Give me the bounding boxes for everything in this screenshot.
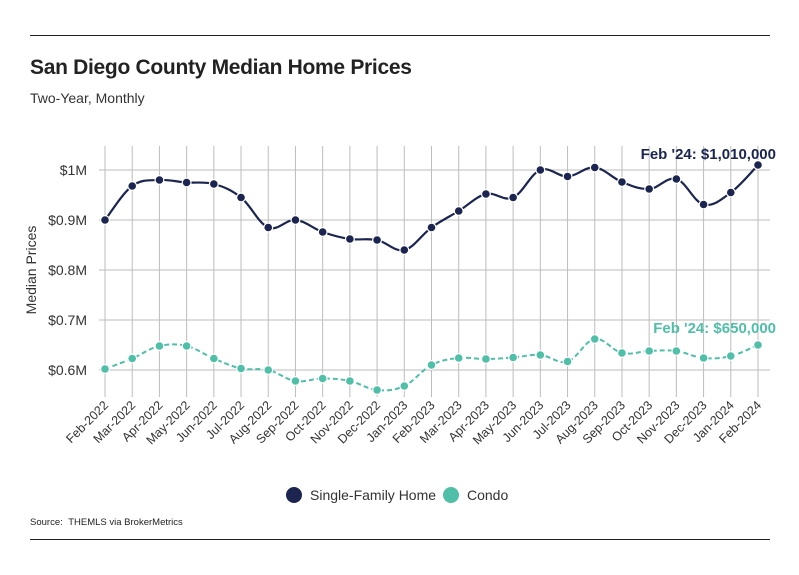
grid-lines [99, 146, 770, 397]
labels: Feb '24: $1,010,000 Feb '24: $650,000 [641, 146, 776, 337]
single-family-point [181, 177, 192, 188]
single-family-point [671, 174, 682, 185]
single-family-point [453, 206, 464, 217]
single-family-point [127, 181, 138, 192]
single-family-point [698, 199, 709, 210]
single-family-point [154, 175, 165, 186]
source-note: Source: THEMLS via BrokerMetrics [30, 517, 186, 528]
legend-condo-label: Condo [467, 487, 508, 503]
condo-point [127, 353, 138, 364]
condo-end-label: Feb '24: $650,000 [653, 320, 776, 337]
single-family-point [426, 222, 437, 233]
condo-point [698, 353, 709, 364]
condo-point [181, 341, 192, 352]
single-family-point [99, 215, 110, 226]
condo-point [426, 360, 437, 371]
condo-point [263, 365, 274, 376]
single-family-point [508, 192, 519, 203]
single-family-point [372, 235, 383, 246]
condo-point [290, 376, 301, 387]
y-tick-label: $1M [60, 162, 87, 178]
single-family-point [480, 189, 491, 200]
bottom-rule [30, 539, 770, 540]
condo-point [589, 334, 600, 345]
single-family-end-label: Feb '24: $1,010,000 [641, 146, 776, 163]
single-family-point [616, 177, 627, 188]
legend: Single-Family Home Condo [286, 487, 508, 503]
condo-point [508, 352, 519, 363]
condo-point [562, 356, 573, 367]
legend-condo-marker [443, 487, 459, 503]
condo-point [236, 363, 247, 374]
single-family-point [644, 184, 655, 195]
source-label: Source: [30, 517, 63, 528]
single-family-point [263, 222, 274, 233]
condo-point [725, 351, 736, 362]
single-family-point [725, 187, 736, 198]
single-family-point [589, 162, 600, 173]
top-rule [30, 35, 770, 36]
axes: $0.6M$0.7M$0.8M$0.9M$1MFeb-2022Mar-2022A… [23, 162, 764, 447]
condo-point [154, 341, 165, 352]
condo-point [317, 373, 328, 384]
single-family-point [399, 245, 410, 256]
condo-point [399, 381, 410, 392]
single-family-point [290, 215, 301, 226]
single-family-point [535, 165, 546, 176]
chart-title: San Diego County Median Home Prices [30, 56, 412, 79]
source-text: THEMLS via BrokerMetrics [68, 517, 183, 528]
single-family-point [562, 171, 573, 182]
single-family-point [236, 192, 247, 203]
condo-point [644, 346, 655, 357]
y-tick-label: $0.6M [48, 362, 87, 378]
condo-point [616, 348, 627, 359]
condo-point [208, 353, 219, 364]
condo-point [372, 385, 383, 396]
condo-point [480, 354, 491, 365]
condo-point [752, 340, 763, 351]
condo-point [671, 346, 682, 357]
legend-single-family-label: Single-Family Home [310, 487, 436, 503]
y-tick-label: $0.8M [48, 262, 87, 278]
condo-point [344, 376, 355, 387]
single-family-point [752, 160, 763, 171]
chart-subtitle: Two-Year, Monthly [30, 90, 145, 106]
condo-point [99, 364, 110, 375]
y-tick-label: $0.9M [48, 212, 87, 228]
y-tick-label: $0.7M [48, 312, 87, 328]
single-family-point [344, 234, 355, 245]
single-family-point [208, 179, 219, 190]
legend-single-family-marker [286, 487, 302, 503]
single-family-point [317, 227, 328, 238]
series [99, 160, 763, 396]
y-axis-label: Median Prices [23, 226, 39, 315]
condo-point [453, 353, 464, 364]
condo-point [535, 350, 546, 361]
